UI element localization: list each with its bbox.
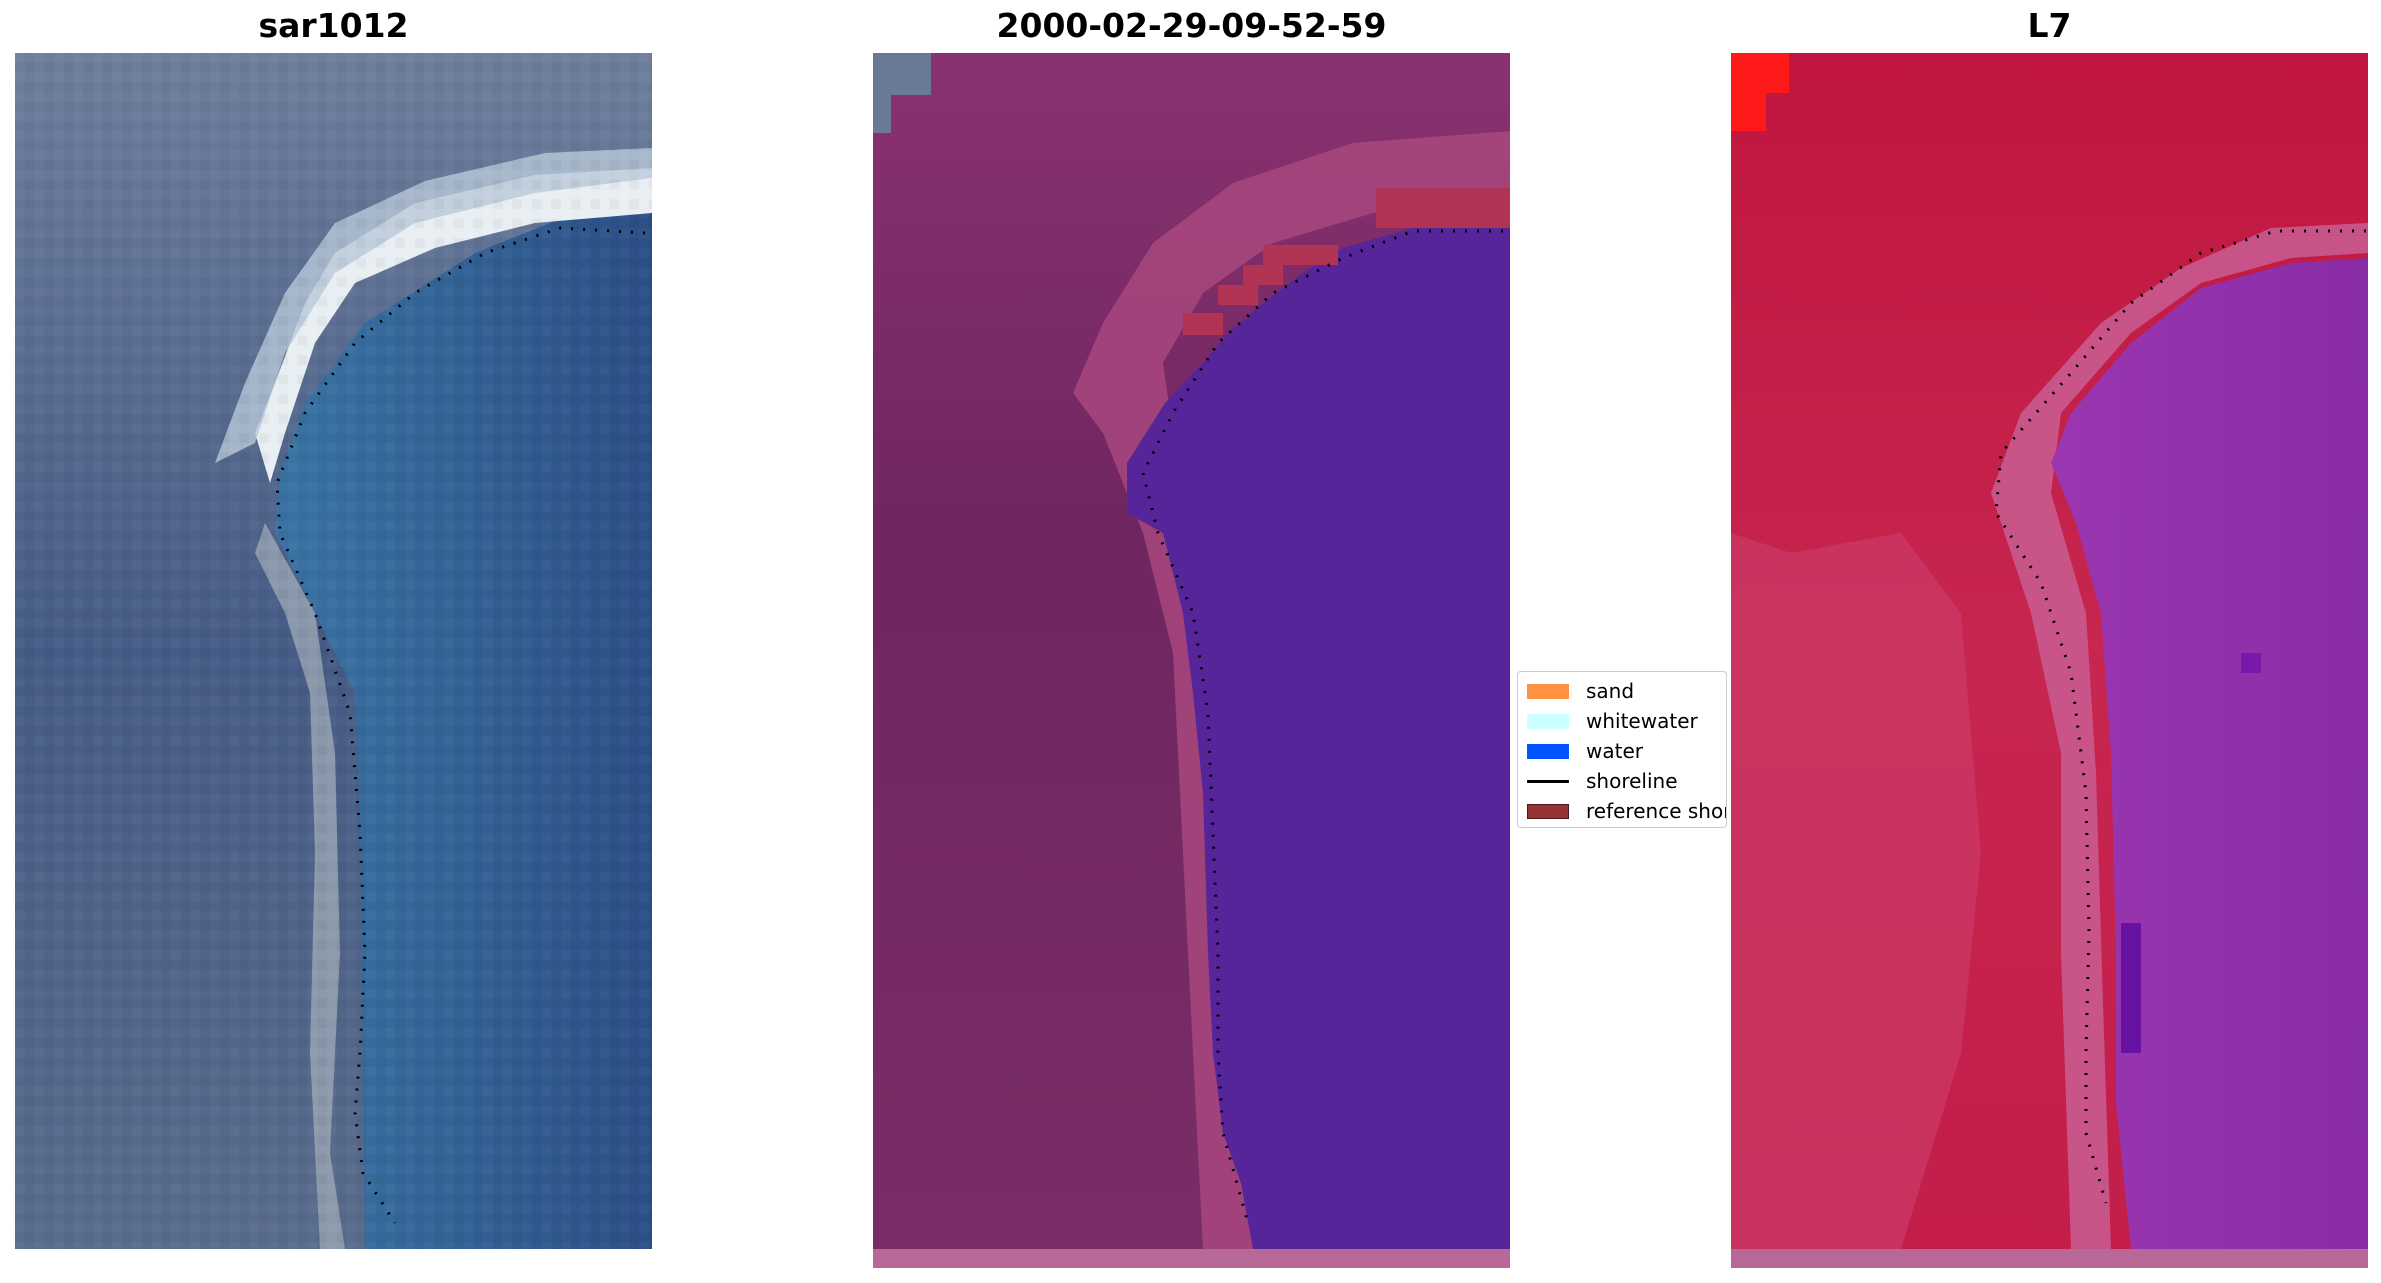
rgb-satellite-image	[15, 53, 652, 1249]
sand-swatch	[1527, 683, 1569, 699]
falsecolor-image	[1731, 53, 2368, 1249]
legend-item-sand: sand	[1527, 679, 1635, 703]
falsecolor-bottom-strip	[1731, 1249, 2368, 1268]
legend-item-whitewater: whitewater	[1527, 709, 1698, 733]
water-swatch	[1527, 743, 1569, 759]
legend-label: shoreline	[1586, 769, 1678, 793]
reference-shoreline-swatch	[1527, 803, 1569, 819]
panel-title-falsecolor: L7	[2027, 6, 2072, 45]
panel-title-classified: 2000-02-29-09-52-59	[996, 6, 1387, 45]
falsecolor-image-panel	[1731, 53, 2368, 1249]
shoreline-line-swatch	[1527, 779, 1569, 783]
panel-title-rgb: sar1012	[258, 6, 409, 45]
legend-label: sand	[1586, 679, 1635, 703]
classified-image-panel	[873, 53, 1510, 1249]
water-class-region	[1127, 226, 1510, 1249]
shoreline-dots	[275, 226, 646, 1224]
legend-item-shoreline: shoreline	[1527, 769, 1678, 793]
legend: sand whitewater water shoreline referenc…	[1517, 671, 1727, 828]
classified-image	[873, 53, 1510, 1249]
rgb-image-panel	[15, 53, 652, 1249]
legend-item-water: water	[1527, 739, 1643, 763]
legend-item-reference-shoreline: reference shoreline	[1527, 799, 1727, 823]
legend-label: reference shoreline	[1586, 799, 1727, 823]
whitewater-swatch	[1527, 713, 1569, 729]
classified-bottom-strip	[873, 1249, 1510, 1268]
legend-label: water	[1586, 739, 1643, 763]
shoreline-dots	[1141, 229, 1503, 1224]
legend-label: whitewater	[1586, 709, 1698, 733]
